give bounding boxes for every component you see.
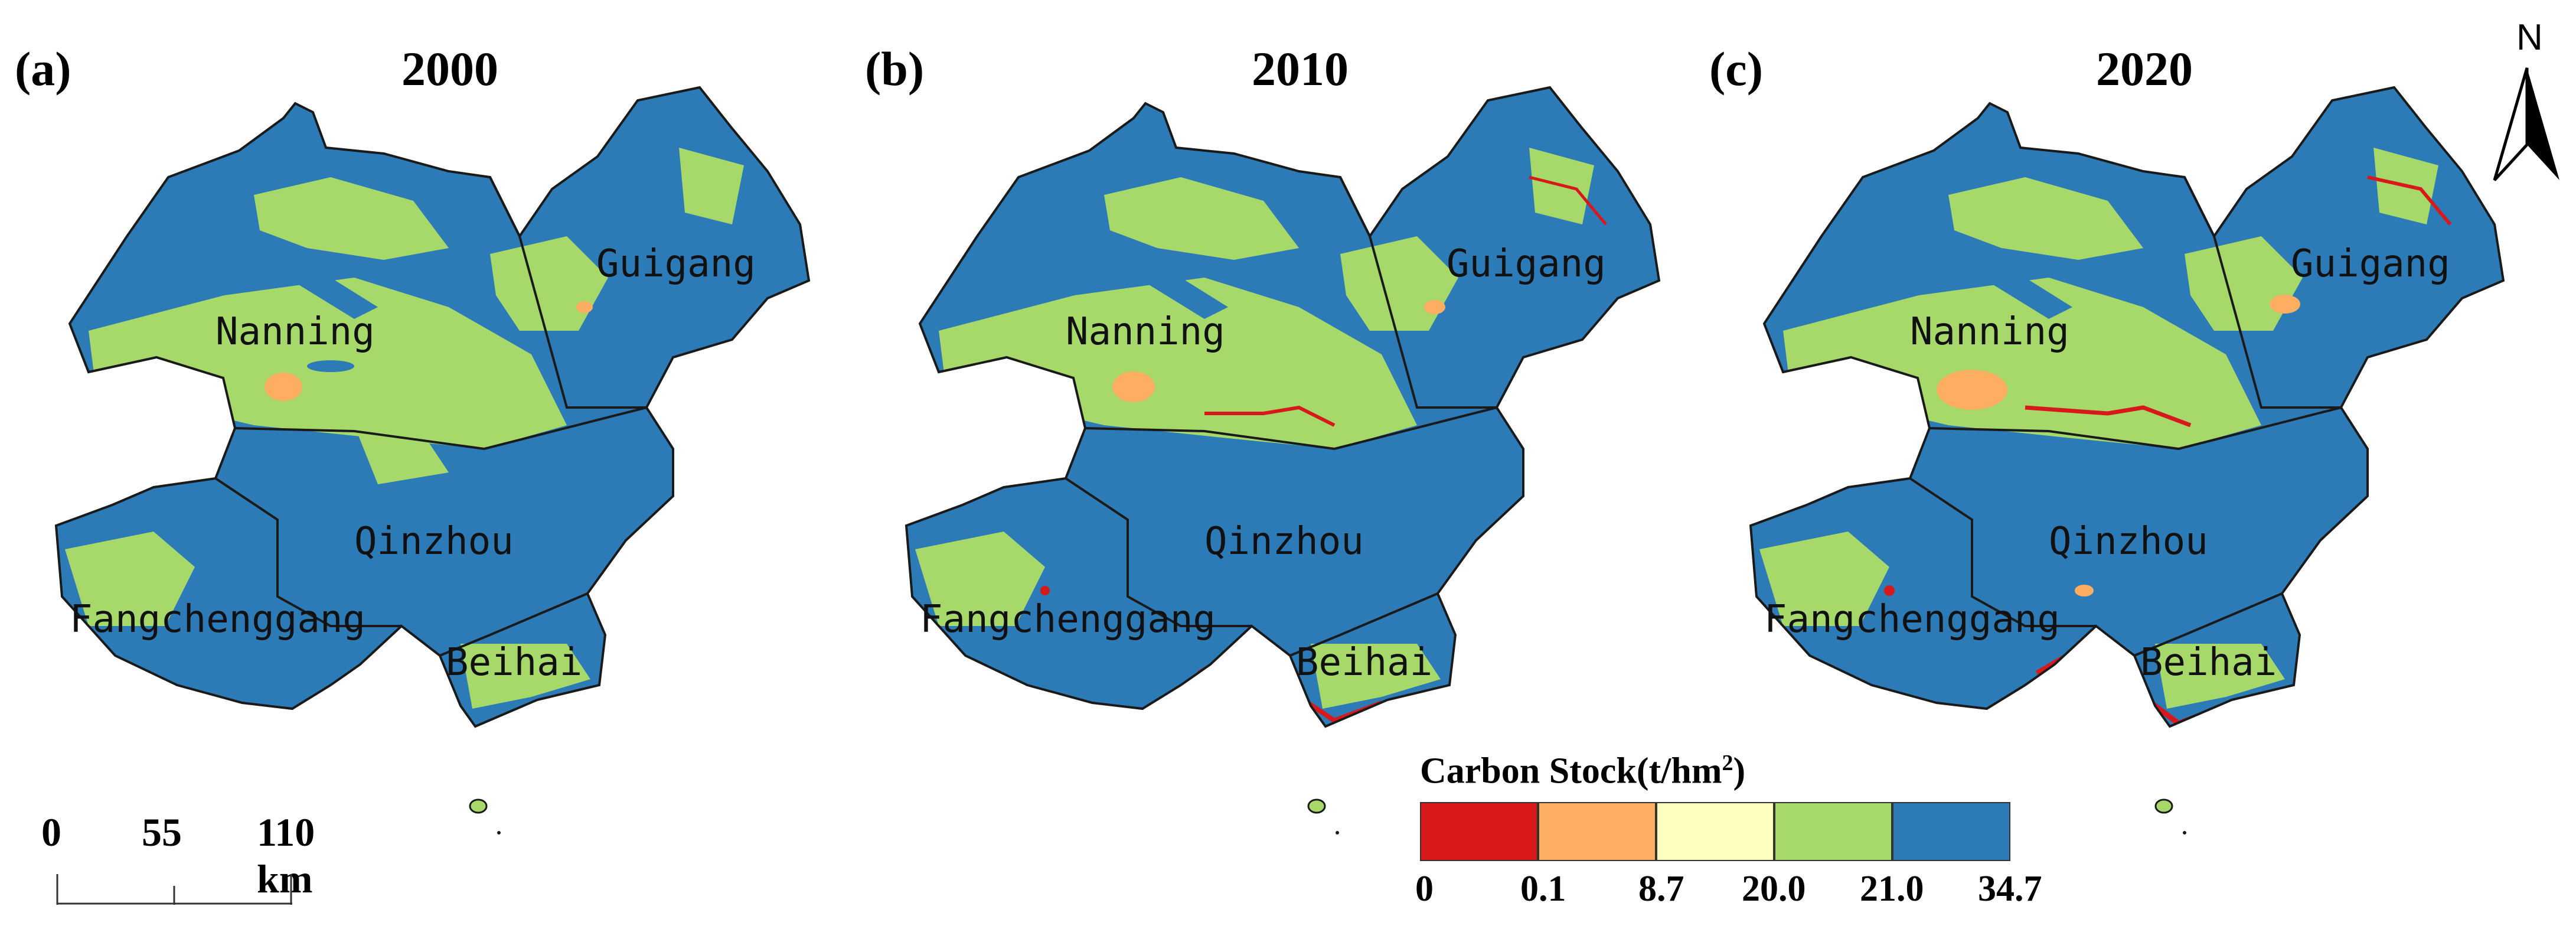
scale-tick-label: 55 <box>142 810 182 855</box>
scale-tick-label: 0 <box>41 810 61 855</box>
legend-tick-label: 20.0 <box>1742 869 1806 909</box>
legend-tick-label: 21.0 <box>1860 869 1924 909</box>
panel-label: (c) <box>1709 42 1764 96</box>
scale-tick-label: 110 km <box>257 810 315 901</box>
city-label-qinzhou: Qinzhou <box>1204 520 1364 563</box>
city-label-nanning: Nanning <box>1910 310 2069 354</box>
map-panel-2000: (a) 2000 Nanning Guigang Qinzhou Fangche… <box>0 0 838 929</box>
legend-swatch-lowest <box>1420 802 1538 861</box>
legend-tick-label: 0.1 <box>1520 869 1566 909</box>
legend-tick-label: 34.7 <box>1978 869 2042 909</box>
legend-tick-label: 0 <box>1415 869 1434 909</box>
scale-bar-line <box>56 874 292 905</box>
map-panel-2020: (c) 2020 Nanning Guigang Qinz <box>1695 0 2533 929</box>
city-label-guigang: Guigang <box>596 242 756 286</box>
panel-label: (b) <box>865 42 925 96</box>
city-label-guigang: Guigang <box>1447 242 1606 286</box>
city-label-qinzhou: Qinzhou <box>2049 520 2208 563</box>
panel-year: 2020 <box>2096 42 2193 96</box>
city-label-fangchenggang: Fangchenggang <box>70 598 365 641</box>
legend-swatch-mid-high <box>1774 802 1892 861</box>
city-label-nanning: Nanning <box>1066 310 1225 354</box>
city-label-guigang: Guigang <box>2291 242 2450 286</box>
city-label-fangchenggang: Fangchenggang <box>920 598 1216 641</box>
scale-bar: 0 55 110 km <box>41 809 348 915</box>
panel-year: 2010 <box>1252 42 1349 96</box>
north-arrow-icon <box>2493 67 2559 181</box>
carbon-stock-map <box>1749 86 2505 835</box>
city-label-qinzhou: Qinzhou <box>354 520 514 563</box>
city-label-nanning: Nanning <box>216 310 375 354</box>
panel-year: 2000 <box>401 42 498 96</box>
map-legend: Carbon Stock(t/hm2) 0 0.1 8.7 20.0 21.0 … <box>1415 750 2069 921</box>
carbon-stock-map <box>905 86 1661 835</box>
carbon-stock-map <box>54 86 811 835</box>
city-label-beihai: Beihai <box>1296 641 1433 684</box>
north-label: N <box>2516 17 2543 58</box>
legend-swatch-high <box>1892 802 2010 861</box>
legend-swatch-low <box>1538 802 1656 861</box>
city-label-beihai: Beihai <box>2140 641 2277 684</box>
panel-label: (a) <box>15 42 71 96</box>
city-label-fangchenggang: Fangchenggang <box>1764 598 2060 641</box>
city-label-beihai: Beihai <box>446 641 583 684</box>
map-panel-2010: (b) 2010 Nanning Guigang Qinzhou F <box>850 0 1689 929</box>
legend-title: Carbon Stock(t/hm2) <box>1420 751 1746 791</box>
legend-swatch-mid <box>1656 802 1774 861</box>
legend-tick-label: 8.7 <box>1638 869 1684 909</box>
